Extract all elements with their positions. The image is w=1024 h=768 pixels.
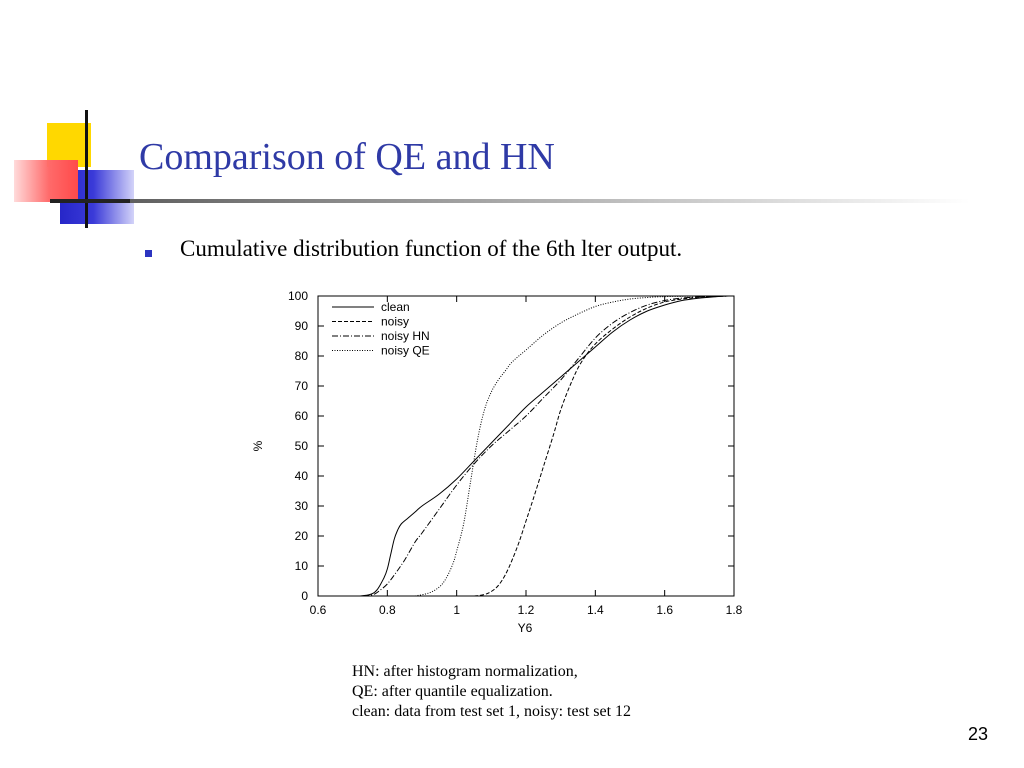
y-tick-label: 20 — [295, 529, 309, 543]
y-tick-label: 30 — [295, 499, 309, 513]
chart-series-lines — [359, 295, 735, 597]
caption-line: clean: data from test set 1, noisy: test… — [352, 703, 632, 720]
x-tick-label: 1.4 — [587, 603, 604, 617]
y-tick-label: 80 — [295, 349, 309, 363]
deco-title-rule — [50, 199, 160, 203]
deco-red-square — [14, 160, 78, 202]
series-line-clean — [359, 295, 728, 597]
y-tick-label: 60 — [295, 409, 309, 423]
series-line-noisy-hn — [363, 295, 735, 597]
caption: HN: after histogram normalization, QE: a… — [352, 662, 631, 722]
chart-y-axis-label: % — [251, 440, 265, 451]
page-number: 23 — [968, 724, 989, 744]
x-tick-label: 1 — [453, 603, 460, 617]
y-tick-label: 0 — [301, 589, 308, 603]
y-tick-label: 50 — [295, 439, 309, 453]
y-tick-label: 90 — [295, 319, 309, 333]
caption-line: HN: after histogram normalization, — [352, 663, 578, 680]
y-tick-label: 70 — [295, 379, 309, 393]
x-tick-label: 0.8 — [379, 603, 396, 617]
legend-label-noisy-qe: noisy QE — [381, 344, 430, 358]
x-tick-label: 1.8 — [726, 603, 743, 617]
page-title: Comparison of QE and HN — [139, 136, 555, 178]
caption-line: QE: after quantile equalization. — [352, 683, 553, 700]
bullet-text: Cumulative distribution function of the … — [180, 236, 683, 261]
chart-ticks: 0.6 0.8 1 1.2 1.4 1.6 1.8 0 10 20 30 40 50 60 70 80 90 10… — [288, 289, 743, 617]
x-tick-label: 1.2 — [518, 603, 535, 617]
y-tick-label: 10 — [295, 559, 309, 573]
deco-vertical-line — [85, 110, 88, 228]
deco-yellow-square — [47, 123, 91, 167]
y-tick-label: 40 — [295, 469, 309, 483]
legend-label-noisy-hn: noisy HN — [381, 329, 430, 343]
series-line-noisy-qe — [414, 295, 700, 597]
legend-label-noisy: noisy — [381, 315, 409, 329]
series-line-noisy — [473, 295, 735, 597]
cdf-chart: 0.6 0.8 1 1.2 1.4 1.6 1.8 0 10 20 30 40 50 60 70 80 90 10… — [251, 289, 743, 635]
y-tick-label: 100 — [288, 289, 308, 303]
deco-title-rule-fade — [130, 199, 970, 203]
legend-label-clean: clean — [381, 300, 410, 314]
chart-x-axis-label: Y6 — [518, 621, 533, 635]
bullet-square-icon — [145, 250, 152, 257]
x-tick-label: 1.6 — [656, 603, 673, 617]
x-tick-label: 0.6 — [310, 603, 327, 617]
